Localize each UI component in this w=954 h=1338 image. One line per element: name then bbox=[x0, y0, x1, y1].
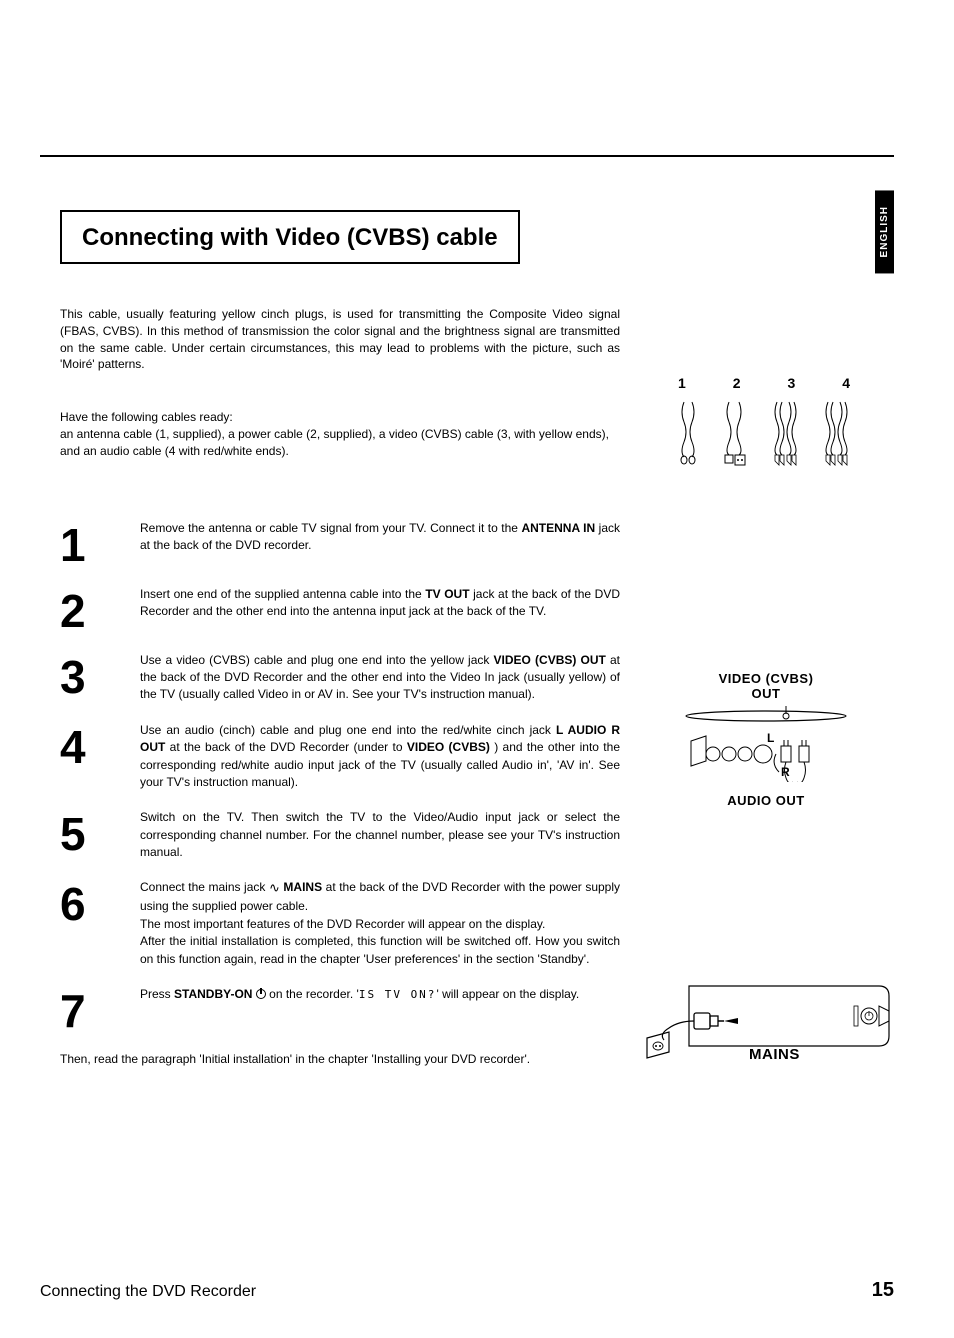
cables-ready: Have the following cables ready: an ante… bbox=[60, 409, 620, 459]
page-title: Connecting with Video (CVBS) cable bbox=[82, 224, 498, 252]
cables-line2: an antenna cable (1, supplied), a power … bbox=[60, 427, 609, 458]
footer-title: Connecting the DVD Recorder bbox=[40, 1283, 256, 1301]
step-num-5: 5 bbox=[60, 809, 140, 857]
step-7: 7 Press STANDBY-ON on the recorder. 'IS … bbox=[60, 986, 620, 1034]
power-cable-icon bbox=[719, 397, 751, 467]
step-1: 1 Remove the antenna or cable TV signal … bbox=[60, 520, 620, 568]
antenna-cable-icon bbox=[674, 397, 704, 467]
top-rule bbox=[40, 155, 894, 157]
figure-cables: 1 2 3 4 bbox=[674, 375, 854, 467]
step-num-7: 7 bbox=[60, 986, 140, 1034]
video-cable-icon bbox=[767, 397, 803, 467]
step-6: 6 Connect the mains jack ∿ MAINS at the … bbox=[60, 879, 620, 967]
step-num-4: 4 bbox=[60, 722, 140, 770]
closing-paragraph: Then, read the paragraph 'Initial instal… bbox=[60, 1052, 620, 1066]
cable-label-4: 4 bbox=[842, 375, 850, 391]
cable-label-3: 3 bbox=[787, 375, 795, 391]
step-text-5: Switch on the TV. Then switch the TV to … bbox=[140, 809, 620, 861]
title-box: Connecting with Video (CVBS) cable bbox=[60, 210, 520, 264]
step-num-3: 3 bbox=[60, 652, 140, 700]
connector-diagram-icon: L R bbox=[671, 706, 861, 782]
step-num-6: 6 bbox=[60, 879, 140, 927]
video-cvbs-label: VIDEO (CVBS) bbox=[719, 671, 814, 686]
letter-l: L bbox=[767, 731, 774, 745]
step-text-1: Remove the antenna or cable TV signal fr… bbox=[140, 520, 620, 555]
cable-label-1: 1 bbox=[678, 375, 686, 391]
step-text-3: Use a video (CVBS) cable and plug one en… bbox=[140, 652, 620, 704]
step-text-2: Insert one end of the supplied antenna c… bbox=[140, 586, 620, 621]
step-4: 4 Use an audio (cinch) cable and plug on… bbox=[60, 722, 620, 792]
language-tab: ENGLISH bbox=[875, 190, 894, 273]
step-text-6: Connect the mains jack ∿ MAINS at the ba… bbox=[140, 879, 620, 967]
step-3: 3 Use a video (CVBS) cable and plug one … bbox=[60, 652, 620, 704]
figure-mains: MAINS bbox=[639, 966, 894, 1081]
mains-label: MAINS bbox=[749, 1046, 800, 1063]
steps-list: 1 Remove the antenna or cable TV signal … bbox=[60, 520, 620, 1034]
audio-out-label: AUDIO OUT bbox=[656, 793, 876, 808]
page-footer: Connecting the DVD Recorder 15 bbox=[40, 1278, 894, 1302]
letter-r: R bbox=[781, 765, 790, 779]
step-num-2: 2 bbox=[60, 586, 140, 634]
out-label: OUT bbox=[752, 686, 781, 701]
audio-cable-icon bbox=[818, 397, 854, 467]
step-text-4: Use an audio (cinch) cable and plug one … bbox=[140, 722, 620, 792]
intro-paragraph: This cable, usually featuring yellow cin… bbox=[60, 306, 620, 373]
figure-video-audio-out: VIDEO (CVBS) OUT L R bbox=[656, 672, 876, 808]
cable-label-2: 2 bbox=[733, 375, 741, 391]
step-5: 5 Switch on the TV. Then switch the TV t… bbox=[60, 809, 620, 861]
step-num-1: 1 bbox=[60, 520, 140, 568]
cables-line1: Have the following cables ready: bbox=[60, 410, 233, 424]
step-2: 2 Insert one end of the supplied antenna… bbox=[60, 586, 620, 634]
footer-page-number: 15 bbox=[872, 1279, 894, 1302]
step-text-7: Press STANDBY-ON on the recorder. 'IS TV… bbox=[140, 986, 620, 1003]
